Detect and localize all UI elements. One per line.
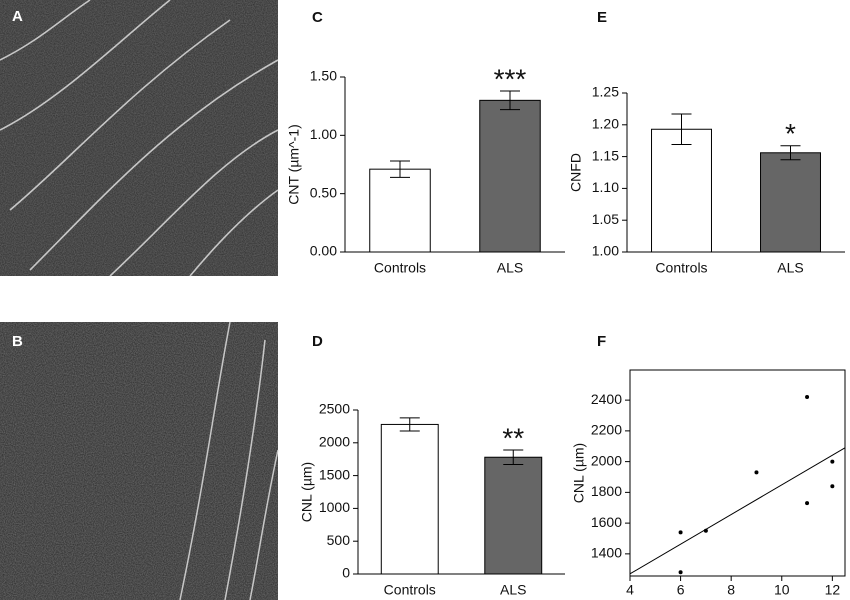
image-b xyxy=(0,321,279,600)
y-tick-label: 1.10 xyxy=(592,179,619,195)
y-tick-label: 2000 xyxy=(591,452,622,468)
bar xyxy=(651,128,712,253)
x-tick-label: 6 xyxy=(677,582,685,598)
panel-label: F xyxy=(597,333,606,350)
x-tick-label: ALS xyxy=(500,582,526,598)
y-tick-label: 2400 xyxy=(591,391,622,407)
annotation: * xyxy=(785,118,796,149)
y-tick-label: 500 xyxy=(327,532,351,548)
panel-label: B xyxy=(12,333,23,350)
y-tick-label: 1500 xyxy=(319,466,350,482)
y-tick-label: 1.15 xyxy=(592,147,619,163)
x-tick-label: 4 xyxy=(626,582,634,598)
y-tick-label: 1600 xyxy=(591,514,622,530)
bar xyxy=(479,99,541,253)
panel-label: A xyxy=(12,8,23,25)
x-tick-label: Controls xyxy=(655,260,707,276)
bar xyxy=(760,152,821,253)
panel-label: C xyxy=(312,9,323,26)
y-tick-label: 0.00 xyxy=(310,243,337,259)
x-tick-label: 12 xyxy=(825,582,841,598)
y-tick-label: 2200 xyxy=(591,422,622,438)
plot-frame xyxy=(629,369,846,577)
annotation: ** xyxy=(502,422,524,453)
y-tick-label: 0.50 xyxy=(310,184,337,200)
y-tick-label: 0 xyxy=(342,565,350,581)
y-tick-label: 1.25 xyxy=(592,84,619,100)
y-tick-label: 2000 xyxy=(319,434,350,450)
y-axis-label: CNL (µm) xyxy=(571,443,587,503)
point xyxy=(703,528,708,533)
point xyxy=(678,570,683,575)
x-tick-label: ALS xyxy=(777,260,803,276)
y-tick-label: 2500 xyxy=(319,401,350,417)
bar xyxy=(484,456,543,575)
annotation: *** xyxy=(494,63,527,94)
image-a xyxy=(0,0,279,277)
y-tick-label: 1000 xyxy=(319,499,350,515)
x-tick-label: Controls xyxy=(374,260,426,276)
panel-label: D xyxy=(312,333,323,350)
x-tick-label: 8 xyxy=(727,582,735,598)
point xyxy=(805,501,810,506)
y-tick-label: 1400 xyxy=(591,545,622,561)
y-tick-label: 1.05 xyxy=(592,211,619,227)
bar xyxy=(369,168,431,253)
y-axis-label: CNT (µm^-1) xyxy=(286,124,302,204)
y-tick-label: 1.50 xyxy=(310,68,337,84)
trend-line xyxy=(629,447,846,575)
y-axis-label: CNL (µm) xyxy=(299,462,315,522)
point xyxy=(805,395,810,400)
panel-label: E xyxy=(597,9,607,26)
y-tick-label: 1.20 xyxy=(592,116,619,132)
point xyxy=(830,484,835,489)
bar xyxy=(380,423,439,575)
x-tick-label: ALS xyxy=(497,260,523,276)
point xyxy=(754,470,759,475)
point xyxy=(830,459,835,464)
y-tick-label: 1.00 xyxy=(310,126,337,142)
y-axis-label: CNFD xyxy=(568,153,584,192)
x-tick-label: 10 xyxy=(774,582,790,598)
x-tick-label: Controls xyxy=(384,582,436,598)
y-tick-label: 1.00 xyxy=(592,243,619,259)
y-tick-label: 1800 xyxy=(591,483,622,499)
point xyxy=(678,530,683,535)
